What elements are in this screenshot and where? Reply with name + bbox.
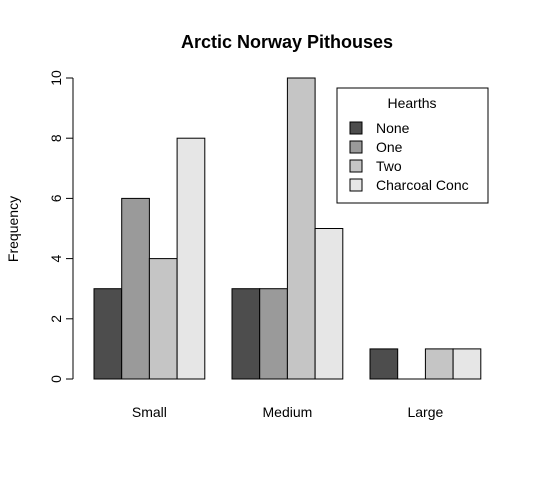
- y-tick-label: 0: [48, 375, 64, 383]
- x-tick-label-medium: Medium: [263, 404, 313, 420]
- bar-none-medium: [231, 288, 261, 380]
- bar-charcoal-conc-large: [452, 348, 482, 380]
- x-tick-label-small: Small: [132, 404, 167, 420]
- bar-one-small: [121, 197, 150, 380]
- legend-label-charcoal-conc: Charcoal Conc: [376, 177, 469, 193]
- legend: Hearths None One Two Charcoal Conc: [336, 87, 489, 204]
- bar-charcoal-conc-small: [176, 137, 206, 380]
- bar-two-small: [148, 258, 178, 380]
- y-tick-label: 10: [48, 70, 64, 86]
- legend-label-two: Two: [376, 158, 402, 174]
- bar-two-large: [424, 348, 454, 380]
- legend-title: Hearths: [387, 95, 436, 111]
- legend-swatch-charcoal-conc: [349, 178, 363, 192]
- x-tick-label-large: Large: [407, 404, 443, 420]
- chart-title: Arctic Norway Pithouses: [181, 32, 393, 52]
- x-axis-labels: Small Medium Large: [132, 404, 444, 420]
- bar-none-small: [93, 288, 123, 380]
- legend-swatch-one: [349, 140, 363, 154]
- legend-label-one: One: [376, 139, 403, 155]
- bar-one-medium: [259, 288, 288, 380]
- y-tick-label: 2: [48, 315, 64, 323]
- y-axis: 0 2 4 6 8 10: [48, 70, 74, 383]
- y-tick-label: 8: [48, 134, 64, 142]
- bars-group: [93, 77, 482, 380]
- bar-none-large: [369, 348, 399, 380]
- bar-charcoal-conc-medium: [314, 228, 344, 380]
- legend-swatch-two: [349, 159, 363, 173]
- legend-label-none: None: [376, 120, 410, 136]
- y-tick-label: 4: [48, 254, 64, 262]
- bar-two-medium: [286, 77, 316, 380]
- legend-swatch-none: [349, 121, 363, 135]
- legend-items: None One Two Charcoal Conc: [349, 120, 469, 193]
- y-tick-label: 6: [48, 194, 64, 202]
- y-axis-label: Frequency: [5, 196, 21, 262]
